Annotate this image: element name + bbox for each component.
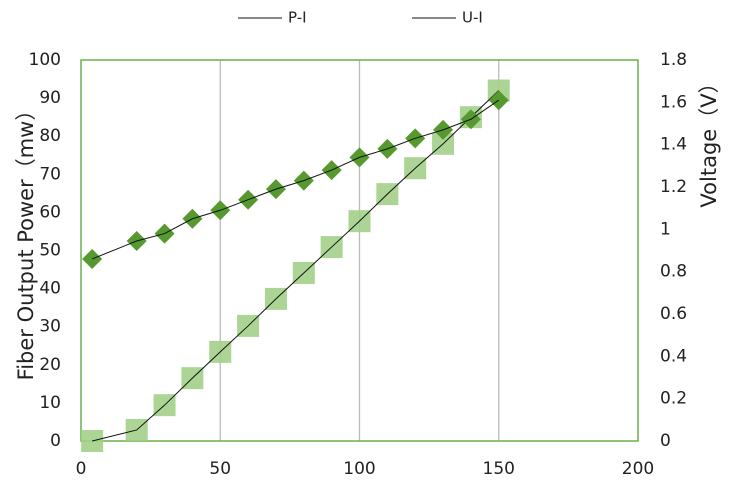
plot-frame bbox=[80, 59, 639, 442]
y2-tick-label: 1.8 bbox=[660, 50, 687, 70]
y2-tick-label: 1.4 bbox=[660, 135, 687, 155]
y-tick-label: 0 bbox=[50, 431, 61, 451]
legend-text: P-I bbox=[288, 9, 307, 27]
y-tick-label: 30 bbox=[39, 317, 61, 337]
y2-tick-label: 1 bbox=[660, 219, 671, 239]
y-tick-label: 10 bbox=[39, 393, 61, 413]
y2-tick-label: 0.8 bbox=[660, 262, 687, 282]
legend-text: U-I bbox=[462, 9, 483, 27]
y-tick-label: 40 bbox=[39, 279, 61, 299]
y-tick-label: 100 bbox=[29, 50, 61, 70]
y2-tick-label: 0.6 bbox=[660, 304, 687, 324]
trend-line bbox=[92, 90, 500, 442]
x-tick-label: 150 bbox=[483, 459, 515, 479]
y-tick-label: 90 bbox=[39, 88, 61, 108]
y2-axis-title: Voltage（V） bbox=[697, 72, 721, 207]
trend-line bbox=[91, 99, 500, 260]
y-tick-label: 70 bbox=[39, 164, 61, 184]
y2-tick-label: 1.6 bbox=[660, 92, 687, 112]
y-tick-label: 80 bbox=[39, 126, 61, 146]
y-tick-label: 20 bbox=[39, 355, 61, 375]
x-tick-label: 200 bbox=[622, 459, 654, 479]
y-tick-label: 60 bbox=[39, 202, 61, 222]
y2-tick-label: 0 bbox=[660, 431, 671, 451]
x-tick-label: 0 bbox=[76, 459, 87, 479]
x-tick-label: 100 bbox=[343, 459, 375, 479]
y2-tick-label: 1.2 bbox=[660, 177, 687, 197]
y-axis-title: Fiber Output Power（mw） bbox=[14, 100, 38, 381]
y2-tick-label: 0.4 bbox=[660, 346, 687, 366]
y2-tick-label: 0.2 bbox=[660, 389, 687, 409]
x-tick-label: 50 bbox=[209, 459, 231, 479]
y-tick-label: 50 bbox=[39, 241, 61, 261]
